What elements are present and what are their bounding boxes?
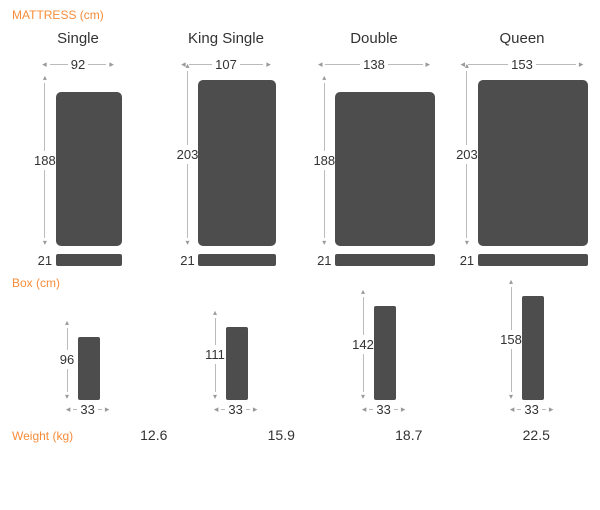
dimension-value: 96 (60, 352, 74, 367)
arrow-left-icon: ◂ (510, 404, 515, 415)
arrow-left-icon: ◂ (66, 404, 71, 415)
weight-value: 15.9 (218, 427, 346, 443)
dimension-value: 138 (363, 57, 385, 72)
dimension-value: 188 (34, 153, 56, 168)
dimension-value: 188 (313, 153, 335, 168)
dimension-value: 158 (500, 332, 522, 347)
dimension-value: 33 (376, 402, 390, 417)
dimension-value: 21 (176, 253, 198, 268)
arrow-left-icon: ◂ (42, 59, 47, 70)
dimension-vertical: ▴ 158 ▾ (500, 279, 522, 400)
dimension-vertical: ▴ 142 ▾ (352, 289, 374, 400)
weight-row: Weight (kg) 12.615.918.722.5 (0, 421, 600, 443)
depth-rect (478, 254, 588, 266)
dimension-horizontal: ◂ 33 ▸ (23, 402, 152, 417)
arrow-up-icon: ▴ (361, 289, 365, 295)
mattress-width-row: ◂ 92 ▸ ◂ 107 ▸ ◂ 138 ▸ ◂ 153 ▸ (0, 57, 600, 76)
arrow-up-icon: ▴ (185, 63, 189, 69)
arrow-up-icon: ▴ (509, 279, 513, 285)
dimension-horizontal: ◂ 107 ▸ (152, 57, 300, 72)
dimension-value: 203 (177, 147, 199, 162)
arrow-right-icon: ▸ (105, 404, 110, 415)
dimension-value: 153 (511, 57, 533, 72)
box-width-row: ◂ 33 ▸ ◂ 33 ▸ ◂ 33 ▸ ◂ 33 ▸ (0, 400, 600, 421)
size-name: Queen (499, 24, 544, 57)
dimension-value: 33 (228, 402, 242, 417)
dimension-value: 21 (456, 253, 478, 268)
arrow-up-icon: ▴ (65, 320, 69, 326)
dimension-value: 33 (524, 402, 538, 417)
dimension-value: 92 (71, 57, 85, 72)
mattress-rect (478, 80, 588, 246)
arrow-left-icon: ◂ (318, 59, 323, 70)
dimension-value: 142 (352, 337, 374, 352)
arrow-right-icon: ▸ (109, 59, 114, 70)
mattress-rect-row: ▴ 188 ▾ ▴ 203 ▾ ▴ 188 ▾ ▴ 203 ▾ (0, 76, 600, 246)
size-name: Double (350, 24, 398, 57)
arrow-right-icon: ▸ (253, 404, 258, 415)
box-rect-row: ▴ 96 ▾ ▴ 111 ▾ ▴ 142 ▾ ▴ 158 ▾ (0, 292, 600, 400)
dimension-value: 21 (313, 253, 335, 268)
dimension-vertical: ▴ 188 ▾ (313, 75, 335, 246)
dimension-vertical: ▴ 96 ▾ (56, 320, 78, 400)
size-name: King Single (188, 24, 264, 57)
dimension-value: 21 (34, 253, 56, 268)
arrow-left-icon: ◂ (362, 404, 367, 415)
dimension-vertical: ▴ 203 ▾ (176, 63, 198, 246)
weight-value: 18.7 (345, 427, 473, 443)
dimension-vertical: ▴ 203 ▾ (456, 63, 478, 246)
arrow-up-icon: ▴ (43, 75, 47, 81)
arrow-right-icon: ▸ (579, 59, 584, 70)
dimension-value: 107 (215, 57, 237, 72)
arrow-right-icon: ▸ (266, 59, 271, 70)
dimension-value: 111 (205, 347, 225, 362)
arrow-up-icon: ▴ (322, 75, 326, 81)
dimension-horizontal: ◂ 138 ▸ (300, 57, 448, 72)
mattress-depth-row: 21 21 21 21 (0, 246, 600, 268)
size-names-row: Single King Single Double Queen (0, 24, 600, 57)
mattress-section-label: MATTRESS (cm) (0, 0, 600, 24)
weight-value: 12.6 (90, 427, 218, 443)
arrow-up-icon: ▴ (465, 63, 469, 69)
box-rect (226, 327, 248, 400)
weight-section-label: Weight (kg) (12, 429, 90, 443)
weight-value: 22.5 (473, 427, 600, 443)
dimension-horizontal: ◂ 92 ▸ (4, 57, 152, 72)
dimension-value: 203 (456, 147, 478, 162)
mattress-rect (56, 92, 122, 246)
arrow-right-icon: ▸ (401, 404, 406, 415)
box-rect (374, 306, 396, 400)
arrow-right-icon: ▸ (426, 59, 431, 70)
arrow-left-icon: ◂ (214, 404, 219, 415)
dimension-horizontal: ◂ 33 ▸ (319, 402, 448, 417)
arrow-up-icon: ▴ (213, 310, 217, 316)
mattress-rect (198, 80, 275, 246)
arrow-right-icon: ▸ (549, 404, 554, 415)
dimension-vertical: ▴ 111 ▾ (204, 310, 226, 400)
size-name: Single (57, 24, 99, 57)
dimension-horizontal: ◂ 33 ▸ (467, 402, 596, 417)
depth-rect (198, 254, 275, 266)
box-rect (78, 337, 100, 400)
dimension-horizontal: ◂ 33 ▸ (171, 402, 300, 417)
box-rect (522, 296, 544, 400)
depth-rect (335, 254, 434, 266)
dimension-value: 33 (80, 402, 94, 417)
depth-rect (56, 254, 122, 266)
mattress-rect (335, 92, 434, 246)
dimension-vertical: ▴ 188 ▾ (34, 75, 56, 246)
